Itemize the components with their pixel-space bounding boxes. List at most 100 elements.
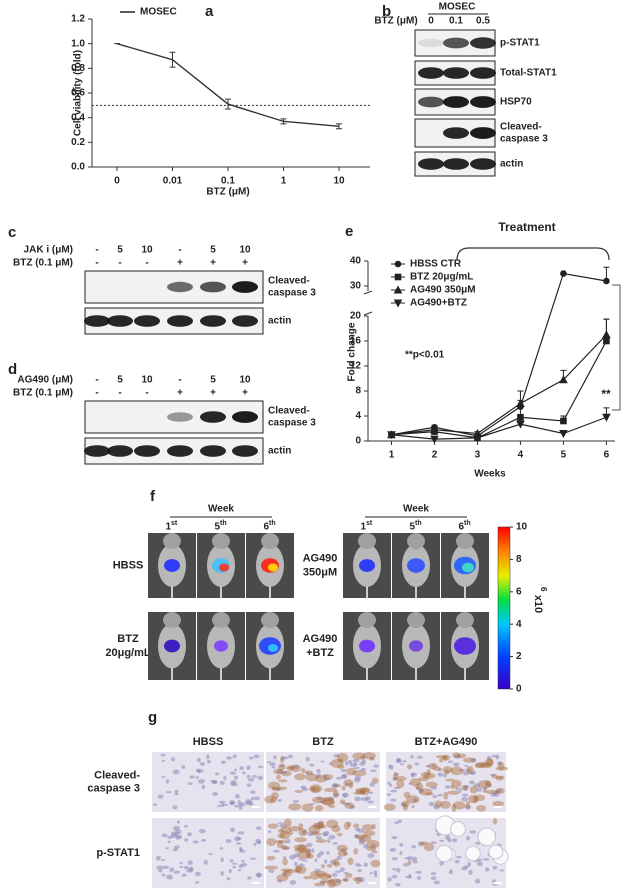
nucleus (277, 798, 282, 802)
nucleus (241, 862, 248, 867)
stain (495, 766, 509, 771)
nucleus (326, 838, 331, 844)
x-axis-label: BTZ (μM) (206, 187, 249, 198)
stain (328, 878, 342, 887)
stain (495, 775, 505, 779)
stain (452, 752, 461, 758)
nucleus (198, 778, 205, 784)
stain (337, 758, 344, 763)
nucleus (433, 880, 441, 885)
stain (476, 805, 487, 812)
column-header: BTZ (312, 736, 334, 748)
stain (298, 828, 308, 837)
nucleus (408, 873, 412, 879)
nucleus (497, 761, 503, 766)
stain (358, 834, 372, 843)
row-label: Cleaved- (94, 769, 140, 781)
nucleus (499, 869, 505, 872)
stain (322, 799, 335, 806)
nucleus (437, 793, 443, 797)
nucleus (454, 754, 461, 759)
nucleus (466, 768, 472, 772)
blot-band (167, 315, 193, 327)
stain (341, 878, 349, 882)
nucleus (250, 790, 256, 795)
stain (315, 839, 327, 843)
nucleus (305, 756, 310, 762)
nucleus (241, 859, 245, 863)
stain (366, 839, 380, 849)
blot-band (200, 445, 226, 457)
nucleus (161, 873, 166, 877)
stain (312, 796, 326, 804)
stain (337, 753, 349, 762)
nucleus (237, 831, 245, 835)
nucleus (439, 860, 444, 866)
blot-header: MOSEC (439, 2, 476, 13)
nucleus (328, 796, 335, 802)
nucleus (316, 796, 323, 801)
nucleus (319, 851, 325, 856)
nucleus (430, 872, 437, 876)
nucleus (279, 823, 287, 829)
row-label: HSP70 (500, 97, 532, 108)
stain (406, 795, 420, 804)
stain (328, 804, 336, 808)
nucleus (161, 759, 166, 762)
stain (443, 791, 449, 800)
nucleus (390, 789, 398, 793)
stain (274, 839, 288, 844)
nucleus (469, 830, 477, 834)
stain (426, 769, 431, 776)
panel-label: f (150, 488, 156, 505)
nucleus (197, 770, 201, 773)
nucleus (323, 831, 330, 836)
stain (313, 882, 326, 887)
nucleus (443, 774, 447, 778)
nucleus (269, 762, 276, 767)
lane-label: - (118, 258, 121, 269)
legend-marker (393, 299, 403, 308)
nucleus (166, 779, 170, 784)
nucleus (241, 771, 246, 775)
x-tick-label: 6 (604, 450, 610, 461)
nucleus (449, 869, 453, 872)
nucleus (412, 859, 418, 864)
stain (305, 849, 312, 858)
annotation: ** (601, 387, 611, 401)
nucleus (358, 838, 365, 843)
stain (420, 771, 431, 778)
blot-band (232, 445, 258, 457)
stain (440, 800, 451, 809)
nucleus (162, 865, 170, 869)
stain (267, 823, 279, 829)
stain (355, 876, 361, 885)
mouse-head (456, 612, 474, 628)
panel-label: e (345, 223, 353, 240)
treatment-label: BTZ (0.1 μM) (13, 388, 73, 399)
x-tick-label: 0.01 (163, 176, 183, 187)
stain (315, 775, 327, 783)
nucleus (309, 803, 316, 806)
nucleus (333, 792, 340, 797)
nucleus (254, 796, 260, 801)
stain (396, 779, 405, 789)
stain (409, 778, 422, 787)
stain (492, 800, 505, 807)
colorbar-tick-label: 10 (516, 522, 528, 533)
stain (403, 791, 411, 798)
nucleus (369, 782, 375, 787)
row-label: caspase 3 (268, 418, 316, 429)
stain (268, 781, 281, 790)
stain (352, 876, 360, 882)
marker (430, 425, 439, 434)
nucleus (397, 819, 402, 823)
stain (323, 797, 332, 802)
nucleus (316, 768, 321, 774)
stain (300, 768, 306, 774)
stain (478, 779, 492, 789)
nucleus (306, 848, 311, 853)
stain (294, 837, 307, 843)
stain (333, 858, 339, 866)
stain (432, 766, 442, 771)
